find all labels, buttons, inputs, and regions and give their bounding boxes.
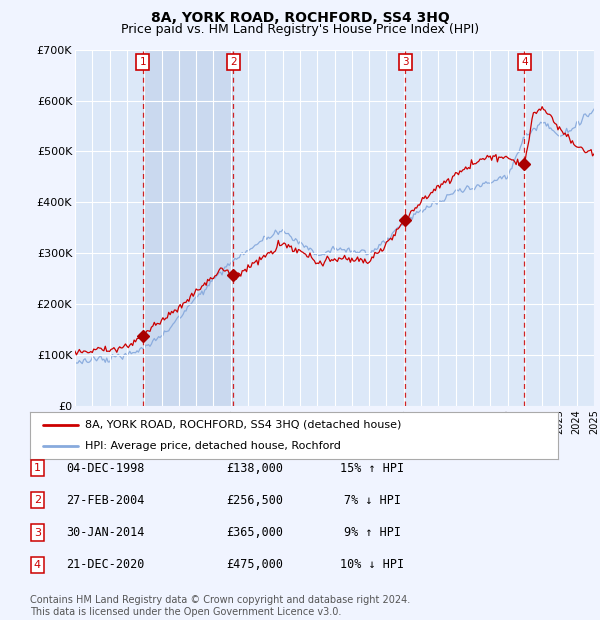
Text: 1: 1 bbox=[34, 463, 41, 473]
Text: 10% ↓ HPI: 10% ↓ HPI bbox=[340, 559, 404, 571]
Text: 3: 3 bbox=[34, 528, 41, 538]
Text: 4: 4 bbox=[34, 560, 41, 570]
Text: Contains HM Land Registry data © Crown copyright and database right 2024.
This d: Contains HM Land Registry data © Crown c… bbox=[30, 595, 410, 617]
Text: 04-DEC-1998: 04-DEC-1998 bbox=[66, 462, 144, 474]
Text: 2: 2 bbox=[34, 495, 41, 505]
Text: 8A, YORK ROAD, ROCHFORD, SS4 3HQ: 8A, YORK ROAD, ROCHFORD, SS4 3HQ bbox=[151, 11, 449, 25]
Text: 2: 2 bbox=[230, 57, 236, 67]
Text: 7% ↓ HPI: 7% ↓ HPI bbox=[343, 494, 401, 507]
Text: 30-JAN-2014: 30-JAN-2014 bbox=[66, 526, 144, 539]
Text: 27-FEB-2004: 27-FEB-2004 bbox=[66, 494, 144, 507]
Text: £475,000: £475,000 bbox=[227, 559, 284, 571]
Text: HPI: Average price, detached house, Rochford: HPI: Average price, detached house, Roch… bbox=[85, 441, 341, 451]
Text: 4: 4 bbox=[521, 57, 527, 67]
Text: 9% ↑ HPI: 9% ↑ HPI bbox=[343, 526, 401, 539]
Text: 15% ↑ HPI: 15% ↑ HPI bbox=[340, 462, 404, 474]
Text: £138,000: £138,000 bbox=[227, 462, 284, 474]
Text: £365,000: £365,000 bbox=[227, 526, 284, 539]
Text: Price paid vs. HM Land Registry's House Price Index (HPI): Price paid vs. HM Land Registry's House … bbox=[121, 23, 479, 36]
Text: 8A, YORK ROAD, ROCHFORD, SS4 3HQ (detached house): 8A, YORK ROAD, ROCHFORD, SS4 3HQ (detach… bbox=[85, 420, 402, 430]
Text: 21-DEC-2020: 21-DEC-2020 bbox=[66, 559, 144, 571]
Bar bbox=[143, 50, 233, 406]
Text: £256,500: £256,500 bbox=[227, 494, 284, 507]
Text: 3: 3 bbox=[402, 57, 409, 67]
Text: 1: 1 bbox=[140, 57, 146, 67]
